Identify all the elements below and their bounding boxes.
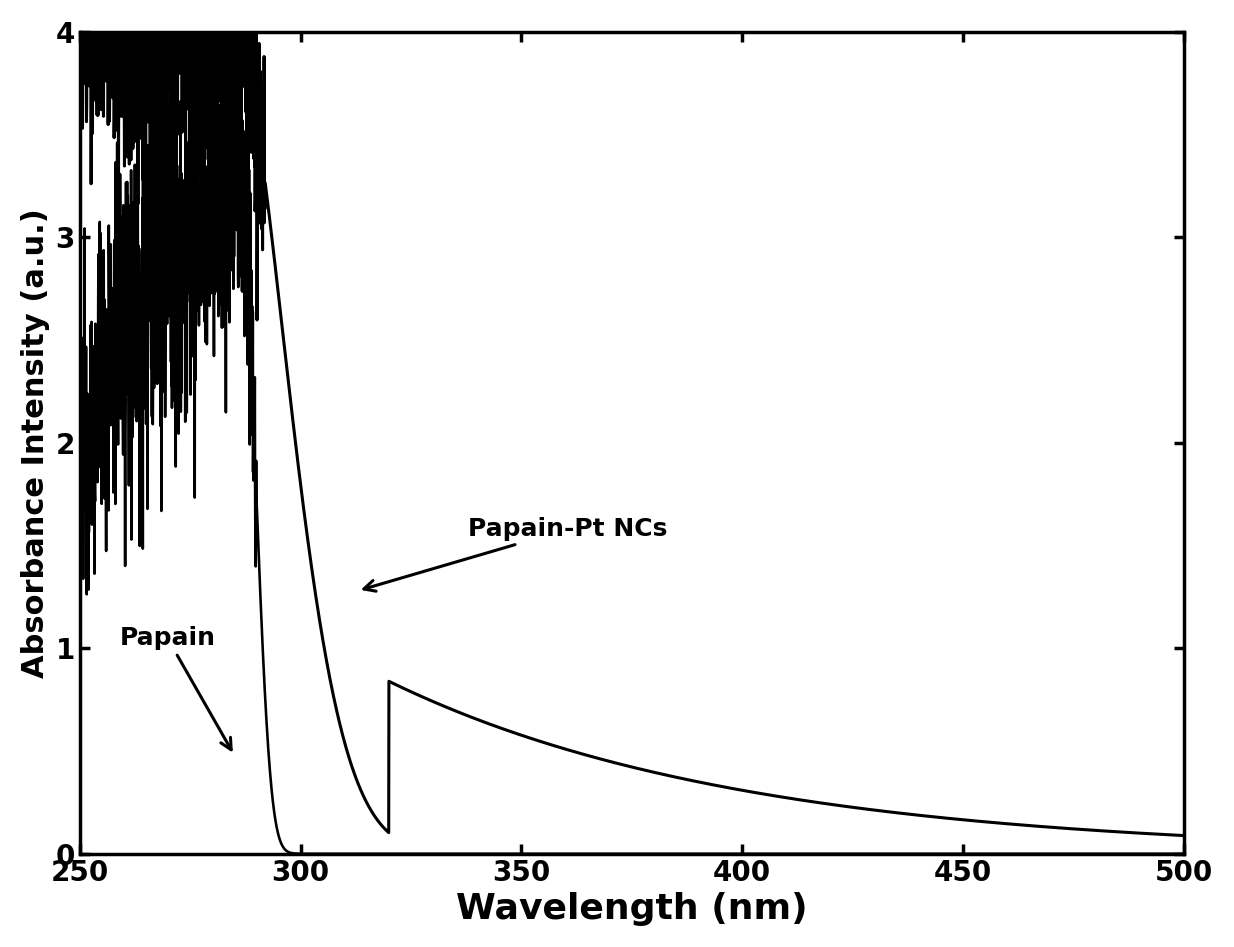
- Text: Papain-Pt NCs: Papain-Pt NCs: [364, 517, 668, 591]
- X-axis label: Wavelength (nm): Wavelength (nm): [457, 892, 807, 926]
- Text: Papain: Papain: [120, 626, 231, 750]
- Y-axis label: Absorbance Intensity (a.u.): Absorbance Intensity (a.u.): [21, 208, 49, 678]
